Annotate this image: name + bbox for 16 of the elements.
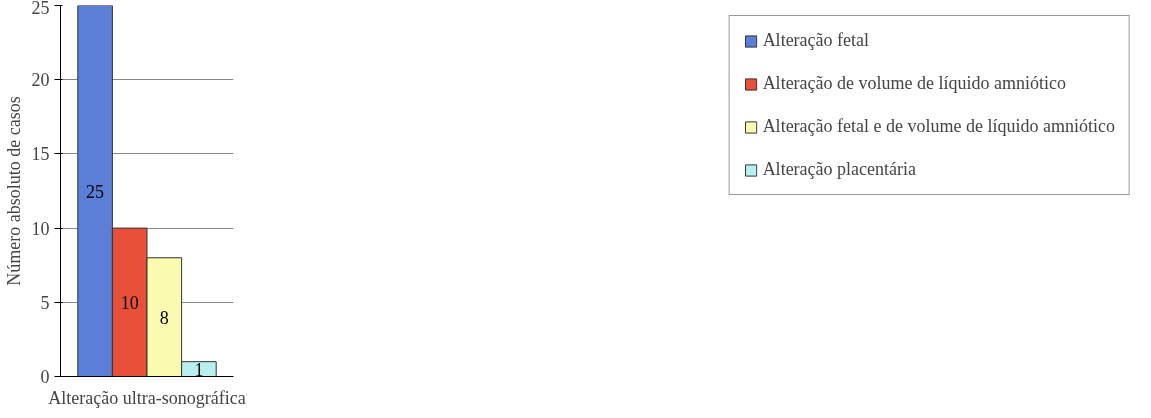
y-tick-label: 15 bbox=[31, 144, 50, 165]
y-tick-label: 0 bbox=[40, 367, 50, 387]
data-label: 1 bbox=[194, 359, 204, 380]
legend-label: Alteração fetal bbox=[762, 30, 870, 51]
y-tick-label: 5 bbox=[40, 292, 50, 313]
data-label: 8 bbox=[159, 307, 169, 328]
y-tick-label: 10 bbox=[31, 218, 50, 239]
legend-label: Alteração de volume de líquido amniótico bbox=[762, 73, 1067, 94]
y-tick-label: 25 bbox=[31, 0, 50, 18]
data-label: 25 bbox=[86, 181, 105, 202]
y-axis-title: Número absoluto de casos bbox=[3, 96, 24, 286]
x-tick-label: Alteração ultra-sonográfica bbox=[48, 387, 246, 408]
data-label: 10 bbox=[120, 292, 139, 313]
y-tick-label: 20 bbox=[31, 70, 50, 91]
legend-label: Alteração fetal e de volume de líquido amniótico bbox=[762, 116, 1115, 137]
legend-label: Alteração placentária bbox=[762, 159, 917, 180]
